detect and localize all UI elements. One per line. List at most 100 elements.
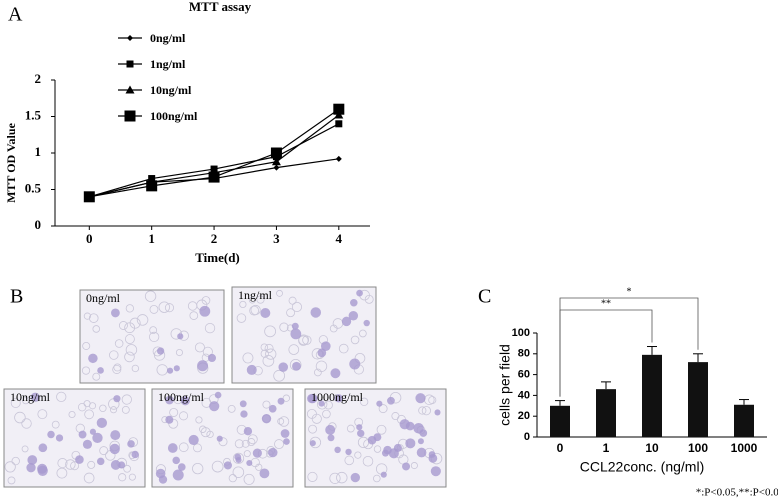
cell	[232, 466, 245, 478]
cell	[276, 289, 283, 297]
cell	[14, 411, 26, 424]
stained-cell	[363, 319, 370, 327]
stained-cell	[47, 430, 55, 439]
y-tick-label: 0	[524, 431, 530, 443]
cell	[164, 303, 175, 313]
cell	[410, 462, 418, 470]
cell	[124, 322, 136, 334]
x-tick-label: 1	[603, 441, 610, 455]
stained-cell	[345, 448, 352, 456]
marker	[271, 157, 281, 166]
cell	[21, 418, 32, 429]
cell	[329, 472, 341, 484]
cell	[350, 335, 360, 345]
cell	[81, 366, 91, 375]
stained-cell	[334, 446, 341, 454]
cell	[87, 460, 96, 469]
stained-cell	[173, 365, 180, 372]
cell	[125, 304, 135, 313]
cell	[179, 411, 189, 421]
stained-cell	[246, 459, 253, 467]
cell	[247, 438, 256, 447]
cell	[247, 434, 258, 445]
cell	[234, 439, 244, 449]
cell	[421, 406, 431, 416]
x-axis-label: Time(d)	[195, 250, 240, 265]
cell	[286, 308, 295, 318]
footnote: *:P<0.05,**:P<0.01	[696, 487, 778, 499]
cell	[373, 445, 382, 453]
cell	[37, 409, 48, 420]
x-tick-label: 4	[336, 231, 343, 246]
x-tick-label: 2	[211, 231, 218, 246]
cell	[113, 363, 122, 372]
cell	[99, 446, 109, 456]
cell	[248, 296, 256, 304]
cell	[282, 394, 290, 402]
cell	[11, 456, 20, 466]
stained-cell	[356, 289, 363, 297]
cell	[193, 443, 202, 453]
cell	[192, 462, 204, 475]
stained-cell	[207, 353, 217, 363]
cell	[243, 473, 255, 485]
cell	[124, 334, 135, 344]
marker	[335, 120, 343, 128]
x-tick-label: 100	[688, 441, 708, 455]
x-tick-label: 3	[273, 231, 280, 246]
stained-cell	[223, 461, 232, 470]
cell	[83, 472, 95, 484]
bar	[642, 354, 662, 437]
y-tick-label: 60	[518, 369, 530, 381]
cell	[200, 427, 211, 438]
stained-cell	[172, 456, 180, 465]
stained-cell	[280, 429, 290, 438]
cell	[125, 344, 138, 356]
stained-cell	[430, 466, 441, 477]
cell	[358, 329, 367, 338]
cell	[264, 325, 276, 338]
cell	[308, 424, 318, 434]
cell	[241, 439, 250, 448]
cell	[324, 400, 333, 410]
image-label: 1ng/ml	[238, 288, 273, 302]
cell	[243, 450, 251, 458]
cell	[195, 416, 203, 424]
cell	[65, 459, 76, 470]
cell	[56, 391, 67, 402]
cell	[218, 437, 228, 447]
cell	[378, 404, 388, 414]
stained-cell	[109, 443, 120, 455]
cell	[144, 290, 157, 302]
cell	[22, 397, 30, 405]
cell	[129, 317, 141, 329]
stained-cell	[165, 415, 174, 424]
stained-cell	[357, 429, 365, 438]
significance-bracket	[559, 309, 653, 397]
stained-cell	[177, 333, 184, 340]
cell	[227, 404, 236, 413]
stained-cell	[356, 424, 363, 431]
cell	[51, 420, 60, 429]
stained-cell	[350, 298, 358, 307]
stained-cell	[261, 413, 272, 424]
stained-cell	[89, 428, 97, 435]
cell	[68, 410, 76, 419]
stained-cell	[405, 438, 416, 449]
stained-cell	[428, 453, 438, 463]
stained-cell	[209, 401, 220, 412]
stained-cell	[172, 469, 184, 481]
stained-cell	[434, 409, 441, 416]
cell	[255, 463, 263, 471]
cell	[428, 396, 437, 405]
stained-cell	[216, 435, 223, 442]
cell	[346, 424, 355, 433]
stained-cell	[334, 394, 343, 403]
series-line	[89, 108, 340, 198]
cell	[288, 296, 297, 305]
stained-cell	[330, 368, 341, 379]
cell	[344, 455, 355, 466]
stained-cell	[167, 443, 178, 453]
stained-cell	[417, 438, 424, 445]
cell	[336, 471, 348, 484]
